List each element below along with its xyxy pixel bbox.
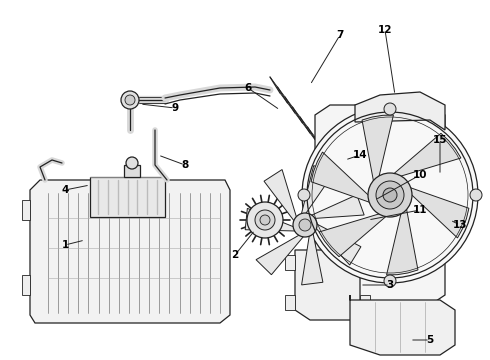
Polygon shape bbox=[360, 295, 370, 310]
Circle shape bbox=[299, 219, 311, 231]
Text: 2: 2 bbox=[231, 250, 239, 260]
Text: 13: 13 bbox=[453, 220, 467, 230]
Text: 7: 7 bbox=[336, 30, 343, 40]
Polygon shape bbox=[311, 152, 374, 204]
Polygon shape bbox=[350, 295, 455, 355]
Text: 8: 8 bbox=[181, 160, 189, 170]
Circle shape bbox=[121, 91, 139, 109]
Circle shape bbox=[302, 107, 478, 283]
Circle shape bbox=[298, 189, 310, 201]
Polygon shape bbox=[301, 231, 323, 285]
Polygon shape bbox=[285, 295, 295, 310]
Text: 12: 12 bbox=[378, 25, 392, 35]
Polygon shape bbox=[30, 180, 230, 323]
Polygon shape bbox=[387, 204, 418, 275]
Polygon shape bbox=[245, 208, 297, 231]
Text: 6: 6 bbox=[245, 83, 252, 93]
Circle shape bbox=[255, 210, 275, 230]
Polygon shape bbox=[301, 166, 334, 216]
Circle shape bbox=[376, 181, 404, 209]
Polygon shape bbox=[319, 212, 390, 257]
Polygon shape bbox=[355, 92, 445, 130]
Polygon shape bbox=[390, 133, 461, 178]
Polygon shape bbox=[406, 186, 469, 238]
Text: 3: 3 bbox=[387, 280, 393, 290]
Polygon shape bbox=[124, 165, 140, 177]
Circle shape bbox=[470, 189, 482, 201]
Circle shape bbox=[125, 95, 135, 105]
Polygon shape bbox=[22, 275, 30, 295]
Text: 5: 5 bbox=[426, 335, 434, 345]
Polygon shape bbox=[256, 234, 305, 275]
Circle shape bbox=[368, 173, 412, 217]
Text: 15: 15 bbox=[433, 135, 447, 145]
Polygon shape bbox=[334, 140, 346, 160]
Polygon shape bbox=[362, 115, 393, 186]
Polygon shape bbox=[264, 170, 297, 222]
Text: 4: 4 bbox=[61, 185, 69, 195]
Polygon shape bbox=[22, 200, 30, 220]
Circle shape bbox=[260, 215, 270, 225]
Polygon shape bbox=[295, 250, 360, 320]
Circle shape bbox=[126, 157, 138, 169]
Circle shape bbox=[247, 202, 283, 238]
Text: 10: 10 bbox=[413, 170, 427, 180]
Polygon shape bbox=[285, 255, 295, 270]
Circle shape bbox=[384, 275, 396, 287]
Circle shape bbox=[383, 188, 397, 202]
Text: 11: 11 bbox=[413, 205, 427, 215]
Text: 9: 9 bbox=[172, 103, 178, 113]
Circle shape bbox=[384, 103, 396, 115]
Polygon shape bbox=[360, 255, 370, 270]
Polygon shape bbox=[90, 177, 165, 217]
Polygon shape bbox=[310, 195, 364, 219]
Text: 1: 1 bbox=[61, 240, 69, 250]
Polygon shape bbox=[315, 105, 445, 305]
Text: 14: 14 bbox=[353, 150, 368, 160]
Polygon shape bbox=[315, 223, 361, 265]
Circle shape bbox=[293, 213, 317, 237]
